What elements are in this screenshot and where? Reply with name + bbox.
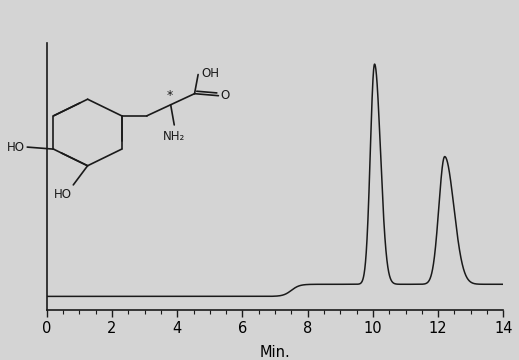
Text: *: *: [167, 89, 173, 102]
Text: HO: HO: [7, 141, 25, 154]
Text: HO: HO: [54, 188, 72, 201]
Text: NH₂: NH₂: [163, 130, 185, 143]
Text: O: O: [221, 89, 230, 102]
Text: OH: OH: [201, 67, 219, 80]
X-axis label: Min.: Min.: [260, 345, 291, 360]
